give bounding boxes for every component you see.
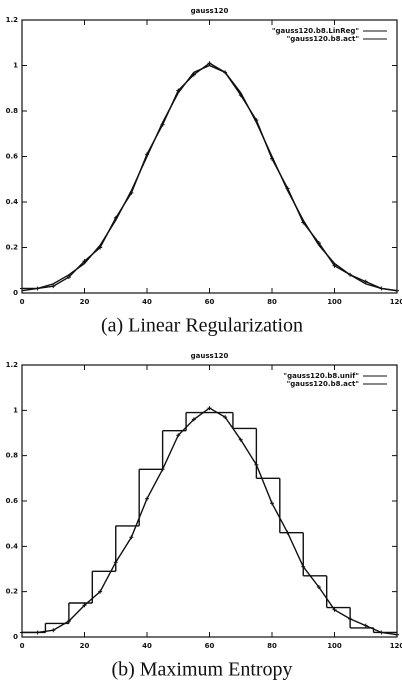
point xyxy=(98,589,103,594)
plot-frame xyxy=(21,364,398,638)
y-tick-label: 0 xyxy=(13,633,18,641)
x-tick-label: 0 xyxy=(20,642,25,650)
point xyxy=(301,564,306,569)
point xyxy=(238,437,243,442)
step-riser xyxy=(44,412,375,633)
point xyxy=(316,585,321,590)
point xyxy=(191,417,196,422)
point xyxy=(145,152,149,157)
x-tick-label: 40 xyxy=(142,298,152,306)
point xyxy=(191,72,196,77)
point xyxy=(379,286,384,291)
point xyxy=(51,284,56,289)
point xyxy=(20,630,24,635)
y-tick-label: 0.6 xyxy=(6,497,19,505)
point xyxy=(316,240,321,245)
point xyxy=(223,70,228,75)
point xyxy=(348,272,353,277)
point xyxy=(35,630,40,635)
x-tick-label: 100 xyxy=(327,642,342,650)
point xyxy=(145,496,149,501)
point xyxy=(20,286,24,291)
point xyxy=(113,560,118,565)
point xyxy=(160,467,165,472)
y-tick-label: 0.8 xyxy=(6,107,19,115)
x-tick-label: 40 xyxy=(142,642,152,650)
y-tick-label: 1 xyxy=(13,406,18,414)
point xyxy=(35,286,40,291)
y-tick-label: 0.2 xyxy=(6,244,19,252)
caption: (a) Linear Regularization xyxy=(101,315,303,337)
point xyxy=(82,603,87,608)
point xyxy=(207,61,212,66)
y-tick-label: 0.4 xyxy=(6,198,19,206)
point xyxy=(51,628,56,633)
x-tick-label: 80 xyxy=(267,298,277,306)
point xyxy=(176,433,181,438)
series-line xyxy=(22,407,398,636)
y-tick-label: 0.8 xyxy=(6,452,19,460)
caption: (b) Maximum Entropy xyxy=(111,659,292,681)
x-tick-label: 60 xyxy=(205,298,215,306)
point xyxy=(332,263,337,268)
legend-label: "gauss120.b8.unif" xyxy=(283,372,359,380)
x-tick-label: 100 xyxy=(327,298,342,306)
point xyxy=(285,530,290,535)
legend-label: "gauss120.b8.LinReg" xyxy=(272,27,359,35)
x-tick-label: 80 xyxy=(267,642,277,650)
point xyxy=(363,279,368,284)
x-tick-label: 20 xyxy=(80,298,90,306)
y-tick-label: 1.2 xyxy=(6,16,19,24)
point xyxy=(301,220,306,225)
point xyxy=(395,288,399,293)
x-tick-label: 120 xyxy=(390,298,402,306)
point xyxy=(363,623,368,628)
chart-title: gauss120 xyxy=(191,352,229,360)
y-tick-label: 0.2 xyxy=(6,588,19,596)
point xyxy=(254,118,259,123)
y-tick-label: 1.2 xyxy=(6,361,19,369)
point xyxy=(223,415,228,420)
point xyxy=(82,259,87,264)
y-tick-label: 0 xyxy=(13,289,18,297)
point xyxy=(207,406,212,411)
x-tick-label: 0 xyxy=(20,298,25,306)
series-line xyxy=(21,64,398,292)
series-line xyxy=(22,62,398,292)
plot-frame xyxy=(21,19,398,294)
point xyxy=(238,93,243,98)
point xyxy=(129,535,134,540)
x-tick-label: 20 xyxy=(80,642,90,650)
point xyxy=(176,88,181,93)
legend-label: "gauss120.b8.act" xyxy=(287,35,359,43)
chart-title: gauss120 xyxy=(191,7,229,15)
point xyxy=(332,607,337,612)
point xyxy=(379,630,384,635)
y-tick-label: 0.6 xyxy=(6,153,19,161)
point xyxy=(285,186,290,191)
y-tick-label: 0.4 xyxy=(6,542,19,550)
point xyxy=(160,122,165,127)
point xyxy=(270,501,274,506)
legend-label: "gauss120.b8.act" xyxy=(287,380,359,388)
point xyxy=(254,462,259,467)
point xyxy=(395,632,399,637)
point xyxy=(270,156,274,161)
point xyxy=(348,616,353,621)
point xyxy=(129,190,134,195)
point xyxy=(98,245,103,250)
x-tick-label: 120 xyxy=(390,642,402,650)
point xyxy=(66,619,71,624)
y-tick-label: 1 xyxy=(13,62,18,70)
point xyxy=(66,275,71,280)
point xyxy=(113,215,118,220)
x-tick-label: 60 xyxy=(205,642,215,650)
